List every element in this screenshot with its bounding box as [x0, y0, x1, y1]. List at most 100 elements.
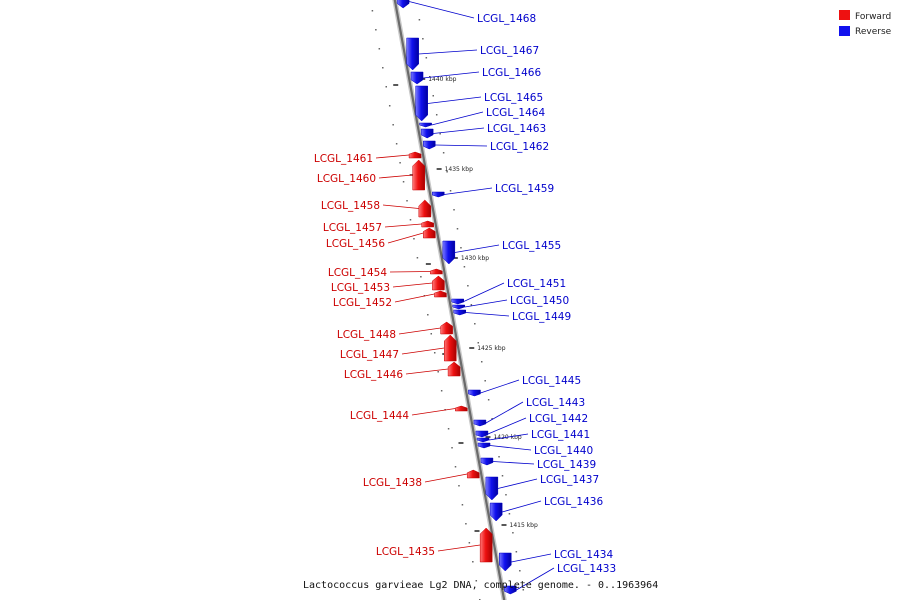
leader-line — [488, 433, 529, 441]
gene-lcgl_1450[interactable] — [452, 304, 466, 310]
gene-lcgl_1447[interactable] — [443, 334, 457, 362]
scale-tick-label: 1415 kbp — [510, 522, 538, 529]
gene-lcgl_1460[interactable] — [412, 159, 425, 191]
gene-label-lcgl_1450[interactable]: LCGL_1450 — [510, 295, 569, 307]
gene-label-lcgl_1457[interactable]: LCGL_1457 — [323, 222, 382, 234]
gene-lcgl_1449[interactable] — [453, 309, 467, 316]
gene-lcgl_1458[interactable] — [418, 199, 432, 218]
position-dot — [456, 228, 459, 230]
gene-label-lcgl_1466[interactable]: LCGL_1466 — [482, 67, 541, 79]
gene-label-lcgl_1444[interactable]: LCGL_1444 — [350, 410, 409, 422]
leader-line — [480, 379, 520, 394]
leader-line — [398, 327, 441, 335]
gene-lcgl_1433[interactable] — [504, 585, 517, 595]
position-dot — [437, 371, 439, 373]
leader-line — [408, 1, 475, 19]
gene-label-lcgl_1462[interactable]: LCGL_1462 — [490, 141, 549, 153]
gene-lcgl_1437[interactable] — [485, 476, 499, 501]
gene-label-lcgl_1459[interactable]: LCGL_1459 — [495, 183, 554, 195]
gene-lcgl_1436[interactable] — [489, 502, 503, 522]
gene-lcgl_1466[interactable] — [410, 71, 424, 85]
scale-tick-label: 1440 kbp — [428, 76, 456, 83]
gene-lcgl_1434[interactable] — [499, 552, 512, 572]
leader-line — [497, 478, 538, 489]
leader-line — [487, 417, 527, 435]
gene-lcgl_1462[interactable] — [423, 140, 436, 150]
gene-lcgl_1464[interactable] — [419, 122, 432, 128]
gene-label-lcgl_1438[interactable]: LCGL_1438 — [363, 477, 422, 489]
gene-label-lcgl_1433[interactable]: LCGL_1433 — [557, 563, 616, 575]
gene-label-lcgl_1449[interactable]: LCGL_1449 — [512, 311, 571, 323]
gene-lcgl_1463[interactable] — [420, 128, 434, 139]
gene-label-lcgl_1453[interactable]: LCGL_1453 — [331, 282, 390, 294]
gene-label-lcgl_1448[interactable]: LCGL_1448 — [337, 329, 396, 341]
gene-lcgl_1451[interactable] — [451, 298, 465, 305]
gene-lcgl_1442[interactable] — [475, 430, 489, 438]
gene-label-lcgl_1443[interactable]: LCGL_1443 — [526, 397, 585, 409]
gene-label-lcgl_1439[interactable]: LCGL_1439 — [537, 459, 596, 471]
gene-label-lcgl_1463[interactable]: LCGL_1463 — [487, 123, 546, 135]
scale-tick-label: 1430 kbp — [461, 255, 489, 262]
gene-lcgl_1459[interactable] — [432, 191, 445, 198]
position-dot — [451, 447, 453, 449]
gene-label-lcgl_1461[interactable]: LCGL_1461 — [314, 153, 373, 165]
gene-lcgl_1457[interactable] — [421, 220, 434, 228]
gene-lcgl_1440[interactable] — [477, 442, 491, 449]
gene-label-lcgl_1455[interactable]: LCGL_1455 — [502, 240, 561, 252]
leader-line — [382, 204, 419, 209]
gene-label-lcgl_1434[interactable]: LCGL_1434 — [554, 549, 613, 561]
gene-lcgl_1455[interactable] — [442, 240, 456, 265]
gene-lcgl_1454[interactable] — [430, 268, 443, 275]
position-dot — [505, 494, 507, 496]
gene-label-lcgl_1440[interactable]: LCGL_1440 — [534, 445, 593, 457]
position-dot — [402, 181, 405, 183]
gene-label-lcgl_1467[interactable]: LCGL_1467 — [480, 45, 539, 57]
gene-lcgl_1444[interactable] — [455, 405, 468, 412]
position-dot — [472, 561, 474, 563]
position-dot — [430, 333, 433, 335]
gene-label-lcgl_1437[interactable]: LCGL_1437 — [540, 474, 599, 486]
gene-lcgl_1456[interactable] — [423, 227, 436, 239]
leader-line — [392, 282, 433, 288]
gene-lcgl_1439[interactable] — [480, 457, 494, 466]
leader-line — [444, 187, 493, 195]
gene-lcgl_1461[interactable] — [408, 151, 422, 159]
leader-line — [485, 401, 524, 424]
position-dot — [439, 133, 441, 135]
leader-line — [437, 544, 481, 552]
gene-lcgl_1448[interactable] — [440, 321, 453, 335]
gene-label-lcgl_1452[interactable]: LCGL_1452 — [333, 297, 392, 309]
gene-label-lcgl_1446[interactable]: LCGL_1446 — [344, 369, 403, 381]
gene-label-lcgl_1454[interactable]: LCGL_1454 — [328, 267, 387, 279]
position-dot — [474, 323, 476, 325]
gene-lcgl_1446[interactable] — [447, 361, 461, 377]
position-dot — [385, 86, 387, 88]
gene-label-lcgl_1445[interactable]: LCGL_1445 — [522, 375, 581, 387]
gene-label-lcgl_1465[interactable]: LCGL_1465 — [484, 92, 543, 104]
gene-lcgl_1465[interactable] — [415, 85, 428, 122]
gene-label-lcgl_1464[interactable]: LCGL_1464 — [486, 107, 545, 119]
gene-lcgl_1441[interactable] — [476, 437, 490, 443]
legend-forward-label: Forward — [855, 12, 891, 22]
gene-label-lcgl_1442[interactable]: LCGL_1442 — [529, 413, 588, 425]
gene-label-lcgl_1447[interactable]: LCGL_1447 — [340, 349, 399, 361]
gene-lcgl_1435[interactable] — [479, 527, 493, 563]
gene-lcgl_1438[interactable] — [466, 469, 480, 479]
gene-label-lcgl_1456[interactable]: LCGL_1456 — [326, 238, 385, 250]
gene-lcgl_1443[interactable] — [473, 419, 487, 427]
gene-label-lcgl_1451[interactable]: LCGL_1451 — [507, 278, 566, 290]
gene-label-lcgl_1435[interactable]: LCGL_1435 — [376, 546, 435, 558]
gene-lcgl_1452[interactable] — [434, 290, 447, 298]
gene-lcgl_1445[interactable] — [468, 389, 481, 397]
legend: Forward Reverse — [839, 10, 892, 37]
gene-lcgl_1468[interactable] — [396, 0, 410, 9]
gene-label-lcgl_1458[interactable]: LCGL_1458 — [321, 200, 380, 212]
gene-label-lcgl_1460[interactable]: LCGL_1460 — [317, 173, 376, 185]
position-dot — [418, 19, 421, 21]
gene-label-lcgl_1468[interactable]: LCGL_1468 — [477, 13, 536, 25]
position-dot — [508, 513, 511, 515]
gene-label-lcgl_1436[interactable]: LCGL_1436 — [544, 496, 603, 508]
gene-lcgl_1453[interactable] — [432, 275, 445, 291]
gene-lcgl_1467[interactable] — [406, 37, 419, 71]
gene-label-lcgl_1441[interactable]: LCGL_1441 — [531, 429, 590, 441]
